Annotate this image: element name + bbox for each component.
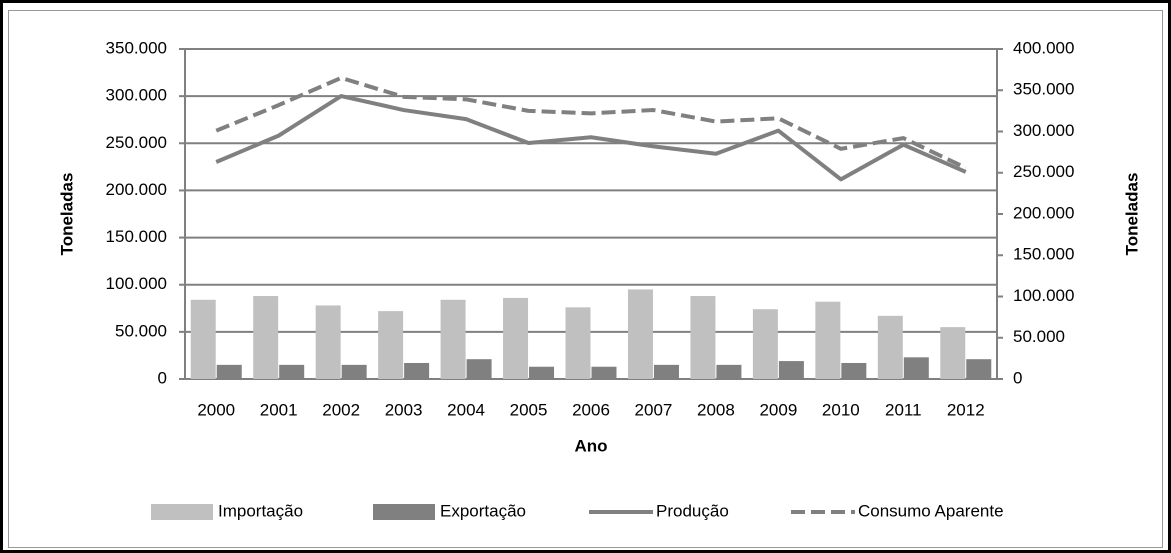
bar xyxy=(716,364,742,379)
bar xyxy=(216,364,242,379)
bar xyxy=(690,296,716,379)
y2-tick-label: 200.000 xyxy=(1013,203,1074,222)
y2-tick-label: 100.000 xyxy=(1013,286,1074,305)
bar xyxy=(279,364,305,379)
legend-label: Consumo Aparente xyxy=(858,501,1004,520)
bar xyxy=(503,297,529,379)
bar xyxy=(841,362,867,379)
bar xyxy=(529,366,555,379)
bar xyxy=(466,359,492,379)
x-tick-label: 2007 xyxy=(635,400,673,419)
legend-label: Exportação xyxy=(440,501,526,520)
x-tick-label: 2005 xyxy=(510,400,548,419)
y2-tick-label: 400.000 xyxy=(1013,38,1074,57)
y-tick-label: 0 xyxy=(158,368,167,387)
legend-swatch xyxy=(373,504,435,520)
y2-tick-label: 0 xyxy=(1013,368,1022,387)
bar xyxy=(752,309,778,379)
y2-tick-label: 250.000 xyxy=(1013,162,1074,181)
bar xyxy=(877,315,903,379)
y-tick-label: 200.000 xyxy=(106,180,167,199)
y-tick-label: 300.000 xyxy=(106,86,167,105)
bar xyxy=(315,305,341,379)
y2-tick-label: 50.000 xyxy=(1013,327,1065,346)
x-tick-label: 2011 xyxy=(885,400,922,419)
bar xyxy=(190,299,216,379)
legend-label: Produção xyxy=(656,501,729,520)
y2-tick-label: 150.000 xyxy=(1013,245,1074,264)
bar xyxy=(653,364,679,379)
x-tick-label: 2000 xyxy=(197,400,235,419)
legend-label: Importação xyxy=(218,501,303,520)
bar xyxy=(591,366,617,379)
y2-axis-label: Toneladas xyxy=(1122,173,1141,256)
bar xyxy=(440,299,466,379)
x-tick-label: 2003 xyxy=(385,400,423,419)
y-tick-label: 50.000 xyxy=(115,321,167,340)
x-tick-label: 2006 xyxy=(572,400,610,419)
y-axis-label: Toneladas xyxy=(57,173,76,256)
bar xyxy=(253,296,279,379)
x-axis-label: Ano xyxy=(574,436,607,455)
bar xyxy=(903,357,929,379)
x-tick-label: 2010 xyxy=(822,400,860,419)
x-tick-label: 2012 xyxy=(947,400,985,419)
chart-border xyxy=(8,10,1163,548)
bar xyxy=(627,289,653,379)
bar xyxy=(966,359,992,379)
bar xyxy=(778,361,804,379)
line xyxy=(215,94,967,182)
bar xyxy=(341,364,367,379)
y-tick-label: 350.000 xyxy=(106,38,167,57)
legend-swatch xyxy=(151,504,213,520)
y2-tick-label: 300.000 xyxy=(1013,121,1074,140)
bar xyxy=(815,301,841,379)
bar xyxy=(565,307,591,379)
x-tick-label: 2001 xyxy=(260,400,298,419)
bar xyxy=(378,311,404,379)
y-tick-label: 150.000 xyxy=(106,227,167,246)
bar xyxy=(940,327,966,379)
y-tick-label: 100.000 xyxy=(106,274,167,293)
y2-tick-label: 350.000 xyxy=(1013,80,1074,99)
x-tick-label: 2004 xyxy=(447,400,485,419)
x-tick-label: 2009 xyxy=(759,400,797,419)
x-tick-label: 2008 xyxy=(697,400,735,419)
line xyxy=(215,75,967,170)
bar xyxy=(404,362,430,379)
x-tick-label: 2002 xyxy=(322,400,360,419)
y-tick-label: 250.000 xyxy=(106,133,167,152)
